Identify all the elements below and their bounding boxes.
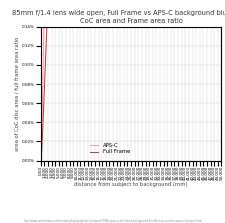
Line: Full Frame: Full Frame [40,0,220,161]
X-axis label: distance from subject to background (mm): distance from subject to background (mm) [74,182,187,187]
Legend: APS-C, Full Frame: APS-C, Full Frame [88,141,131,157]
APS-C [39,159,42,162]
Text: http://www.cameralabs.com/reviews/photographictechniques/37806-apsc-vs-full-fram: http://www.cameralabs.com/reviews/photog… [23,219,202,223]
Y-axis label: area of CoC disc area / full frame area ratio: area of CoC disc area / full frame area … [14,37,19,151]
Title: 85mm f/1.4 lens wide open, Full Frame vs APS-C background blurriness
CoC area an: 85mm f/1.4 lens wide open, Full Frame vs… [12,10,225,24]
Full Frame [39,159,42,162]
Line: APS-C: APS-C [40,0,220,161]
